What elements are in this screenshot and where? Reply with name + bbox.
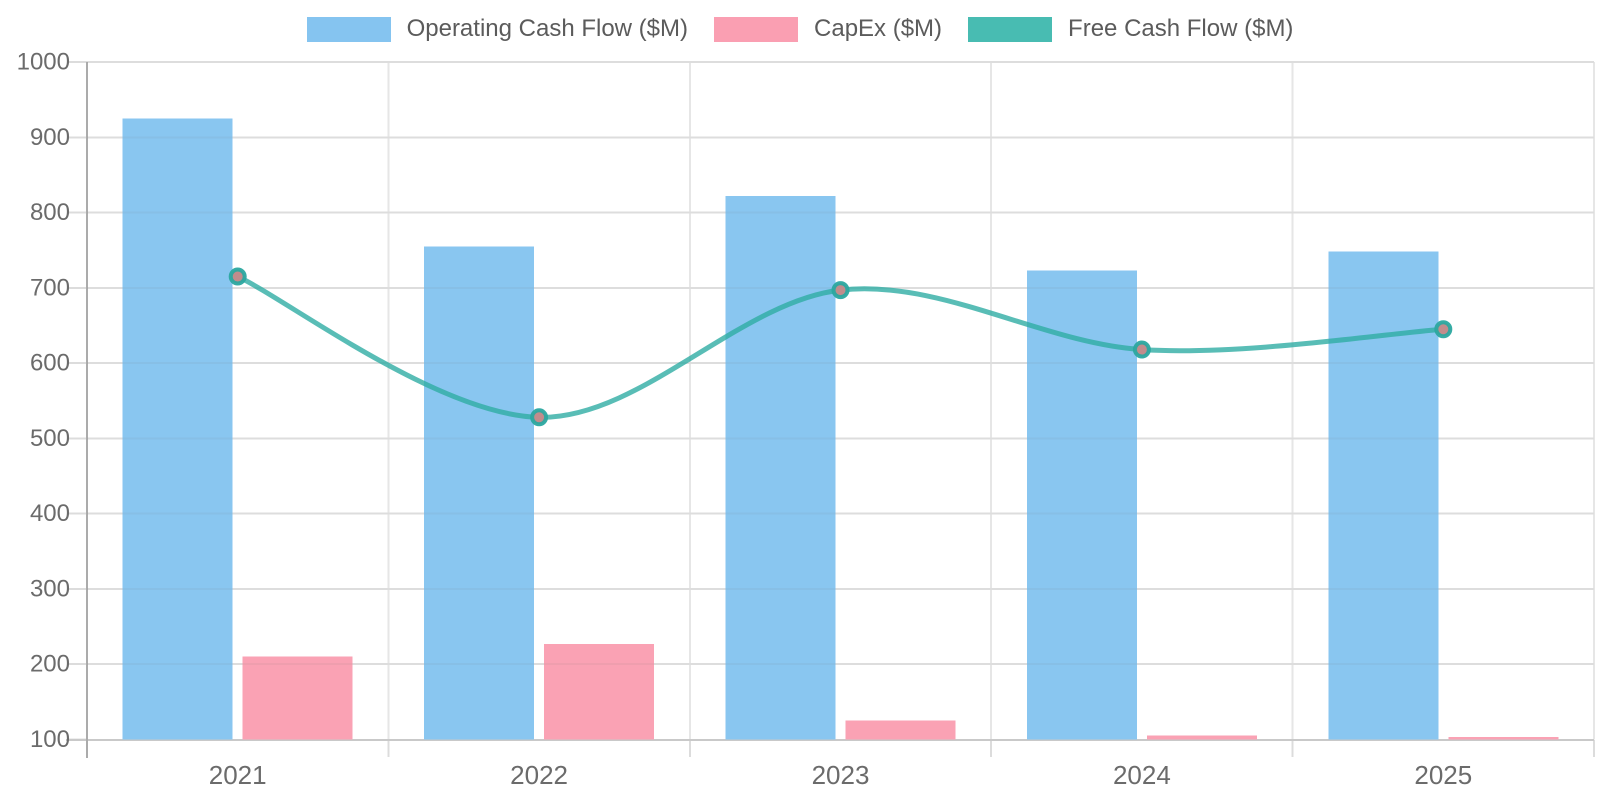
x-tick-label: 2021: [209, 760, 267, 790]
legend-swatch-free-cash-flow: [968, 16, 1053, 42]
marker-free-cash-flow-m-2025[interactable]: [1434, 320, 1453, 339]
legend-item-operating-cash-flow[interactable]: Operating Cash Flow ($M): [306, 15, 689, 43]
y-tick-label: 600: [30, 350, 70, 377]
bar-series-capex-m: [242, 643, 1559, 740]
x-axis-labels: 2021 2022 2023 2024 2025: [209, 760, 1472, 790]
y-tick-label: 200: [30, 651, 70, 678]
legend-item-capex[interactable]: CapEx ($M): [714, 15, 942, 43]
legend-swatch-operating-cash-flow: [306, 16, 391, 42]
legend-label-free-cash-flow: Free Cash Flow ($M): [1068, 15, 1294, 42]
y-tick-label: 500: [30, 425, 70, 452]
y-tick-label: 900: [30, 124, 70, 151]
y-tick-label: 1000: [17, 49, 70, 76]
x-tick-label: 2022: [510, 760, 568, 790]
legend-label-operating-cash-flow: Operating Cash Flow ($M): [406, 15, 689, 42]
bar-operating-cash-flow-m-2022[interactable]: [424, 246, 535, 740]
bar-operating-cash-flow-m-2025[interactable]: [1328, 251, 1439, 740]
chart-legend: Operating Cash Flow ($M) CapEx ($M) Free…: [0, 15, 1600, 43]
bar-capex-m-2022[interactable]: [544, 643, 655, 740]
bar-capex-m-2025[interactable]: [1448, 737, 1559, 740]
marker-free-cash-flow-m-2024[interactable]: [1132, 340, 1151, 359]
y-axis-labels: 100 200 300 400 500 600 700 800 900 1000: [17, 49, 70, 754]
marker-free-cash-flow-m-2022[interactable]: [530, 408, 549, 427]
x-tick-label: 2023: [812, 760, 870, 790]
legend-item-free-cash-flow[interactable]: Free Cash Flow ($M): [968, 15, 1293, 43]
bar-capex-m-2024[interactable]: [1146, 735, 1257, 740]
bar-operating-cash-flow-m-2023[interactable]: [725, 195, 836, 740]
bar-operating-cash-flow-m-2021[interactable]: [122, 118, 233, 740]
bar-capex-m-2023[interactable]: [845, 720, 956, 740]
bar-series-operating-cash-flow-m: [122, 118, 1439, 740]
x-tick-label: 2025: [1414, 760, 1472, 790]
marker-free-cash-flow-m-2021[interactable]: [228, 267, 247, 286]
legend-swatch-capex: [714, 16, 799, 42]
y-tick-label: 800: [30, 199, 70, 226]
line-markers: [228, 267, 1453, 427]
y-tick-label: 700: [30, 274, 70, 301]
y-tick-label: 300: [30, 575, 70, 602]
y-tick-label: 400: [30, 500, 70, 527]
y-tick-label: 100: [30, 726, 70, 753]
legend-label-capex: CapEx ($M): [814, 15, 943, 42]
marker-free-cash-flow-m-2023[interactable]: [831, 281, 850, 300]
x-tick-label: 2024: [1113, 760, 1171, 790]
bar-capex-m-2021[interactable]: [242, 656, 353, 740]
